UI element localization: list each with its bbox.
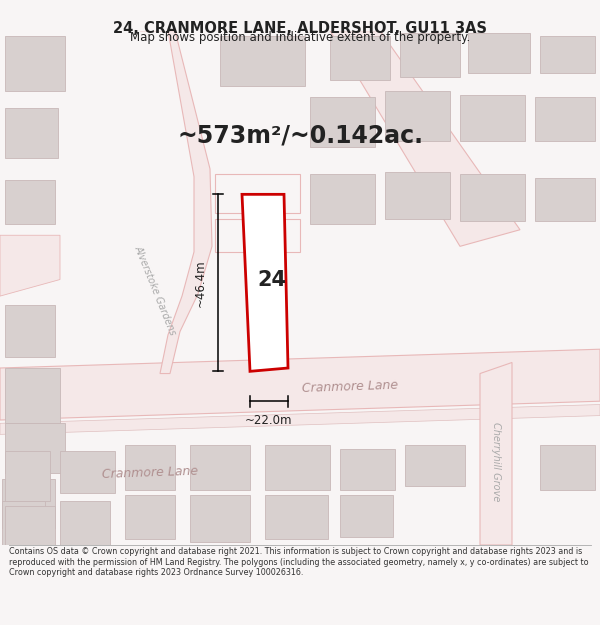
- Polygon shape: [5, 305, 55, 357]
- Polygon shape: [340, 449, 395, 490]
- Polygon shape: [540, 446, 595, 490]
- Text: Alverstoke Gardens: Alverstoke Gardens: [133, 244, 178, 337]
- Polygon shape: [310, 174, 375, 224]
- Polygon shape: [535, 97, 595, 141]
- Text: ~573m²/~0.142ac.: ~573m²/~0.142ac.: [177, 124, 423, 148]
- Polygon shape: [535, 177, 595, 221]
- Polygon shape: [385, 91, 450, 141]
- Text: Map shows position and indicative extent of the property.: Map shows position and indicative extent…: [130, 31, 470, 44]
- Text: 24, CRANMORE LANE, ALDERSHOT, GU11 3AS: 24, CRANMORE LANE, ALDERSHOT, GU11 3AS: [113, 21, 487, 36]
- Polygon shape: [330, 31, 520, 246]
- Polygon shape: [400, 33, 460, 77]
- Polygon shape: [60, 451, 115, 493]
- Polygon shape: [5, 108, 58, 158]
- Text: Cherryhill Grove: Cherryhill Grove: [491, 422, 501, 502]
- Polygon shape: [540, 36, 595, 72]
- Polygon shape: [242, 194, 288, 371]
- Polygon shape: [340, 495, 393, 538]
- Text: ~46.4m: ~46.4m: [193, 259, 206, 307]
- Polygon shape: [60, 501, 110, 545]
- Text: Cranmore Lane: Cranmore Lane: [302, 379, 398, 395]
- Polygon shape: [125, 446, 175, 490]
- Text: ~22.0m: ~22.0m: [245, 414, 293, 426]
- Polygon shape: [125, 495, 175, 539]
- Polygon shape: [5, 180, 55, 224]
- Polygon shape: [190, 495, 250, 542]
- Polygon shape: [5, 423, 65, 473]
- Polygon shape: [5, 506, 55, 545]
- Polygon shape: [140, 31, 212, 374]
- Polygon shape: [330, 36, 390, 81]
- Polygon shape: [265, 446, 330, 490]
- Polygon shape: [2, 501, 45, 545]
- Polygon shape: [2, 479, 55, 528]
- Polygon shape: [460, 174, 525, 221]
- Polygon shape: [310, 97, 375, 147]
- Polygon shape: [5, 368, 60, 423]
- Polygon shape: [468, 33, 530, 72]
- Polygon shape: [480, 362, 512, 545]
- Polygon shape: [5, 451, 50, 501]
- Polygon shape: [5, 36, 65, 91]
- Polygon shape: [0, 349, 600, 420]
- Polygon shape: [405, 446, 465, 486]
- Polygon shape: [460, 95, 525, 141]
- Polygon shape: [265, 495, 328, 539]
- Polygon shape: [190, 446, 250, 490]
- Polygon shape: [385, 173, 450, 219]
- Polygon shape: [0, 404, 600, 434]
- Polygon shape: [220, 36, 305, 86]
- Polygon shape: [0, 235, 60, 296]
- Text: Cranmore Lane: Cranmore Lane: [101, 465, 199, 481]
- Text: Contains OS data © Crown copyright and database right 2021. This information is : Contains OS data © Crown copyright and d…: [9, 548, 589, 578]
- Text: 24: 24: [257, 269, 287, 289]
